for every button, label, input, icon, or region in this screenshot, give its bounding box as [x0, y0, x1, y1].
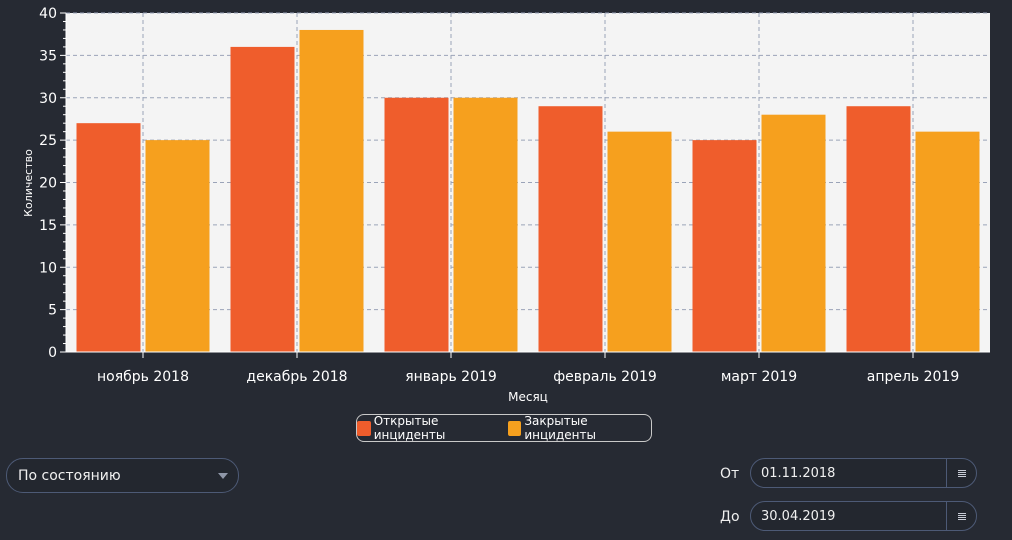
date-from-field[interactable]: 01.11.2018: [750, 458, 977, 488]
date-to-label: До: [720, 509, 740, 525]
bar-open-0[interactable]: [76, 123, 141, 352]
bar-open-1[interactable]: [230, 46, 295, 353]
date-from-label: От: [720, 466, 740, 482]
date-to-value[interactable]: 30.04.2019: [761, 508, 836, 524]
y-axis-label: Количество: [22, 149, 35, 217]
bar-closed-3[interactable]: [607, 131, 672, 352]
y-tick-label: 40: [39, 6, 57, 22]
x-tick-label: ноябрь 2018: [97, 369, 189, 385]
axes: [60, 12, 990, 358]
y-tick-label: 30: [39, 91, 57, 107]
y-tick-label: 10: [39, 260, 57, 276]
legend-item-closed[interactable]: Закрытые инциденты: [507, 414, 651, 442]
chevron-down-icon: [218, 472, 228, 479]
bar-open-3[interactable]: [538, 106, 603, 352]
legend-swatch-closed: [507, 420, 522, 436]
state-filter-value: По состоянию: [18, 467, 121, 484]
bar-closed-4[interactable]: [761, 114, 826, 352]
calendar-icon: [957, 512, 966, 520]
bars: [76, 29, 980, 353]
date-to-calendar-button[interactable]: [946, 502, 976, 530]
y-tick-label: 35: [39, 48, 57, 64]
tick-labels: 0 5 10 15 20 25 30 35 40 ноябрь 2018 декабрь 2018 я…: [39, 6, 959, 385]
legend-label-open: Открытые инциденты: [373, 414, 446, 442]
y-tick-label: 5: [48, 303, 57, 319]
legend-label-closed: Закрытые инциденты: [524, 414, 596, 442]
date-from-calendar-button[interactable]: [946, 459, 976, 487]
grid: [66, 12, 990, 352]
x-axis-label: Месяц: [508, 390, 548, 404]
state-filter-dropdown[interactable]: По состоянию: [6, 458, 239, 493]
bar-open-2[interactable]: [384, 97, 449, 352]
legend-swatch-open: [357, 420, 371, 436]
bar-open-5[interactable]: [846, 106, 911, 352]
x-tick-label: январь 2019: [405, 369, 497, 385]
legend-item-open[interactable]: Открытые инциденты: [357, 414, 502, 442]
calendar-icon: [957, 469, 966, 477]
bar-closed-0[interactable]: [145, 140, 210, 352]
bar-chart: 0 5 10 15 20 25 30 35 40 ноябрь 2018 декабрь 2018 я…: [22, 6, 990, 404]
date-from-value[interactable]: 01.11.2018: [761, 465, 836, 481]
x-tick-label: апрель 2019: [867, 369, 960, 385]
y-tick-label: 15: [39, 218, 57, 234]
chart-legend: Открытые инциденты Закрытые инциденты: [356, 414, 652, 442]
x-tick-label: декабрь 2018: [246, 369, 347, 385]
y-tick-label: 20: [39, 176, 57, 192]
bar-closed-1[interactable]: [299, 29, 364, 352]
x-tick-label: февраль 2019: [553, 369, 657, 385]
date-to-field[interactable]: 30.04.2019: [750, 501, 977, 531]
bar-closed-5[interactable]: [915, 131, 980, 352]
x-tick-label: март 2019: [721, 369, 797, 385]
y-tick-label: 0: [48, 345, 57, 361]
bar-open-4[interactable]: [692, 140, 757, 352]
bar-closed-2[interactable]: [453, 97, 518, 352]
y-tick-label: 25: [39, 133, 57, 149]
